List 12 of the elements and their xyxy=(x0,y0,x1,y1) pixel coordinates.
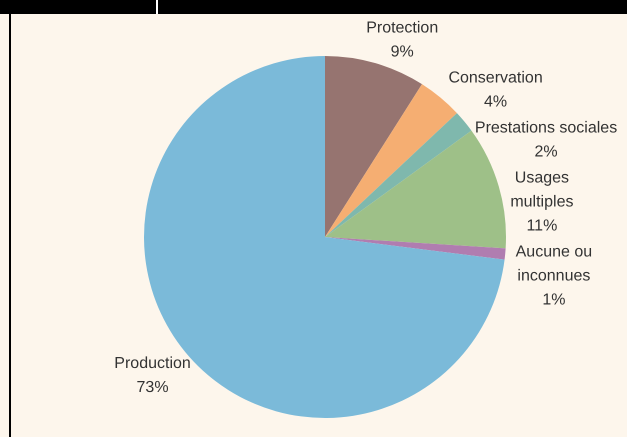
data-label: 73% xyxy=(136,379,169,396)
slice-label: Protection xyxy=(366,19,438,36)
slice-label: Aucune ou inconnues xyxy=(516,243,592,284)
data-label: 4% xyxy=(484,93,508,110)
slice-label: Production xyxy=(114,355,191,372)
slice-label: Prestations sociales xyxy=(474,119,618,136)
data-label: 11% xyxy=(526,217,558,234)
slice-label: Usages multiples xyxy=(510,169,574,210)
data-label: 9% xyxy=(390,43,414,60)
data-label: 1% xyxy=(542,291,566,308)
data-label: 2% xyxy=(534,143,558,160)
slice-label: Conservation xyxy=(448,69,543,86)
